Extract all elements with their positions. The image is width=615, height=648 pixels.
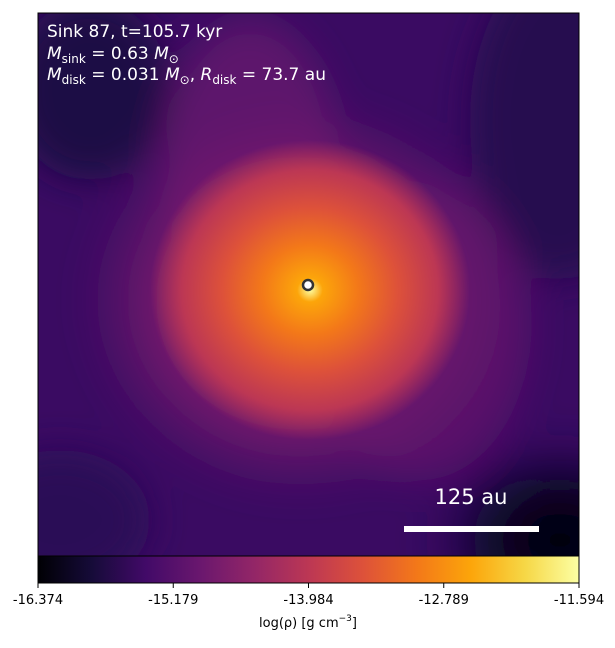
colorbar-tick-label: -11.594 [554, 593, 604, 608]
colorbar-tick-label: -15.179 [148, 593, 198, 608]
scale-bar [404, 526, 539, 532]
annotation-disk: Mdisk = 0.031 M⊙, Rdisk = 73.7 au [47, 65, 326, 87]
annotation-title: Sink 87, t=105.7 kyr [47, 22, 222, 42]
colorbar-label: log(ρ) [g cm−3] [259, 614, 357, 631]
colorbar-tick-label: -16.374 [13, 593, 63, 608]
scale-bar-label: 125 au [435, 485, 508, 509]
colorbar [37, 555, 580, 584]
annotation-sink-mass: Msink = 0.63 M⊙ [47, 44, 179, 66]
sink-marker [301, 278, 315, 292]
colorbar-tick-label: -12.789 [419, 593, 469, 608]
colorbar-tick-label: -13.984 [283, 593, 333, 608]
